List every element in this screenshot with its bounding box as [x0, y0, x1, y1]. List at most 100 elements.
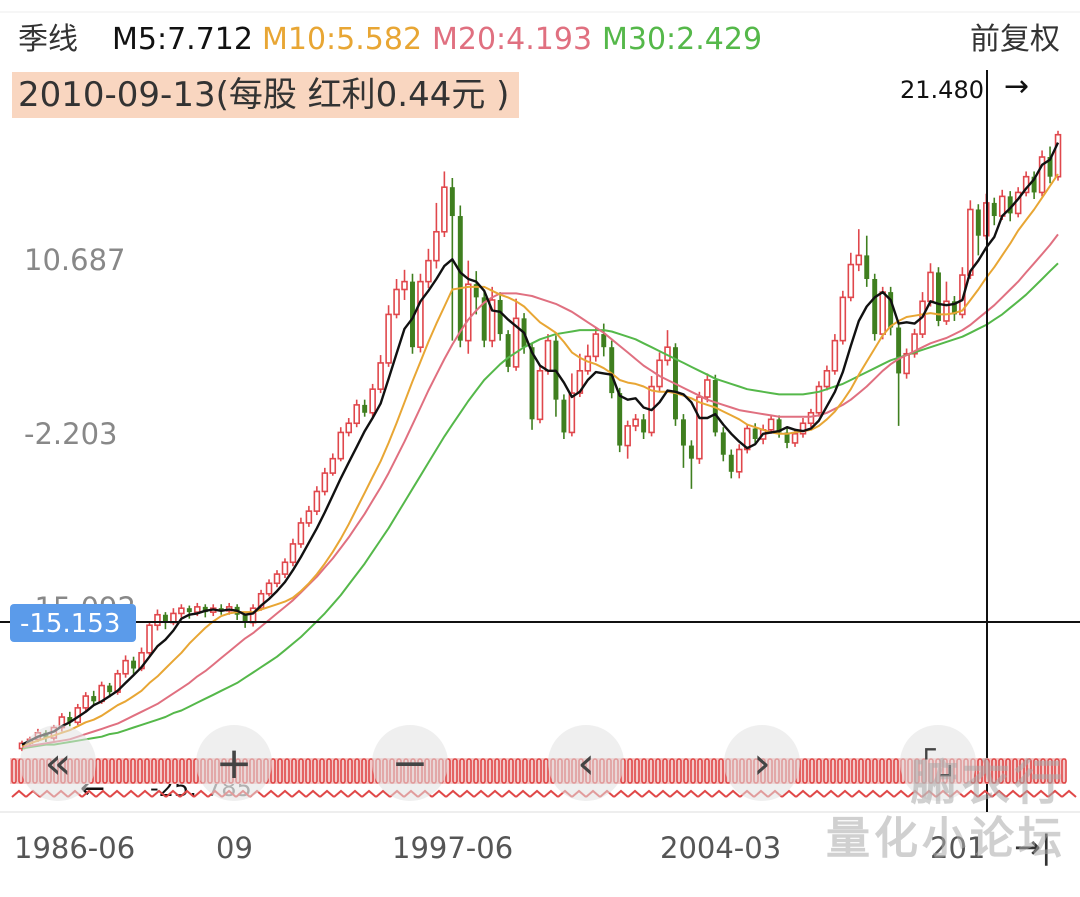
- scroll-band-zigzag: [277, 789, 293, 798]
- scroll-band-zigzag: [725, 789, 741, 798]
- scroll-band-zigzag: [669, 789, 685, 798]
- y-tick-label: -2.203: [24, 417, 118, 451]
- candle-up: [704, 379, 711, 398]
- candle-up: [624, 425, 631, 447]
- candle-up: [488, 299, 496, 342]
- scroll-right-button[interactable]: ›: [724, 725, 800, 801]
- scroll-band-zigzag: [81, 789, 97, 798]
- candle-up: [345, 422, 353, 434]
- zoom-in-button[interactable]: +: [196, 725, 272, 801]
- candle-down: [1031, 176, 1037, 193]
- chart-header: 季线 M5:7.712 M10:5.582 M20:4.193 M30:2.42…: [0, 0, 1080, 70]
- scroll-band-tick: [676, 758, 682, 784]
- candle-up: [831, 339, 839, 372]
- scroll-band-zigzag: [193, 789, 209, 798]
- scroll-left-fast-button[interactable]: «: [20, 725, 96, 801]
- scroll-band-tick: [95, 758, 101, 784]
- price-markers: 21.480 → ← -25. 785: [80, 69, 1029, 806]
- candle-down: [951, 301, 957, 315]
- scroll-band-tick: [718, 758, 724, 784]
- scroll-band-tick: [172, 758, 178, 784]
- scroll-band-zigzag: [487, 789, 503, 798]
- candle-down: [107, 685, 113, 693]
- candle-down: [91, 696, 97, 702]
- scroll-band-zigzag: [515, 789, 531, 798]
- scroll-band-tick: [452, 758, 458, 784]
- scroll-band-tick: [872, 758, 878, 784]
- candle-down: [529, 347, 535, 420]
- candle-up: [544, 339, 552, 372]
- scroll-band-zigzag: [1033, 789, 1049, 798]
- scroll-left-button[interactable]: ‹: [548, 725, 624, 801]
- scroll-band-tick: [284, 758, 290, 784]
- candle-up: [369, 388, 376, 414]
- candle-down: [991, 202, 997, 217]
- scroll-band-tick: [886, 758, 892, 784]
- x-tick-label: 1997-06: [392, 831, 513, 865]
- candle-up: [313, 490, 321, 512]
- candle-up: [743, 427, 751, 451]
- scroll-band-tick: [984, 758, 990, 784]
- selected-date-label: 2010-09-13(每股 红利0.44元 ): [12, 72, 520, 118]
- scroll-band-tick: [802, 758, 808, 784]
- candle-down: [641, 419, 647, 433]
- candle-up: [791, 432, 799, 444]
- scroll-band-tick: [102, 758, 108, 784]
- scroll-band-zigzag: [11, 789, 27, 798]
- candle-up: [425, 259, 432, 283]
- scroll-band-tick: [893, 758, 899, 784]
- scroll-band-tick: [998, 758, 1004, 784]
- scroll-band-tick: [130, 758, 136, 784]
- scroll-band-tick: [522, 758, 528, 784]
- scroll-band-zigzag: [431, 789, 447, 798]
- candle-up: [154, 613, 161, 627]
- scroll-band-zigzag: [151, 789, 167, 798]
- candle-down: [473, 284, 479, 298]
- scroll-band-tick: [1047, 758, 1053, 784]
- scroll-band-tick: [662, 758, 668, 784]
- scroll-band-zigzag: [893, 789, 909, 798]
- candle-down: [202, 606, 208, 613]
- candle-up: [385, 313, 392, 364]
- scroll-band-tick: [473, 758, 479, 784]
- candle-down: [481, 297, 487, 341]
- scroll-band-zigzag: [711, 789, 727, 798]
- candle-down: [688, 445, 694, 459]
- scroll-band-zigzag: [963, 789, 979, 798]
- y-tick-label: 10.687: [24, 243, 125, 277]
- price-adjust-toggle[interactable]: 前复权: [970, 22, 1060, 57]
- candle-up: [799, 422, 807, 435]
- jump-to-latest-icon[interactable]: →|: [1014, 828, 1052, 866]
- candle-up: [273, 573, 281, 585]
- scroll-band-tick: [319, 758, 325, 784]
- candle-up: [321, 472, 329, 493]
- scroll-band-tick: [1061, 758, 1067, 784]
- scroll-band-zigzag: [683, 789, 699, 798]
- scroll-band-tick: [347, 758, 353, 784]
- candle-up: [377, 362, 384, 390]
- x-tick-label: 2004-03: [660, 831, 781, 865]
- candle-down: [497, 299, 503, 335]
- period-label[interactable]: 季线: [18, 22, 78, 57]
- scroll-band-zigzag: [501, 789, 517, 798]
- candle-down: [218, 608, 224, 611]
- fullscreen-button[interactable]: ⌜⌟: [900, 725, 976, 801]
- candle-up: [943, 300, 950, 322]
- max-price-arrow: →: [1004, 69, 1029, 104]
- watermark-line1: 腑衣行: [909, 755, 1066, 811]
- ma20-legend: M20:4.193: [432, 22, 593, 57]
- scroll-band-tick: [515, 758, 521, 784]
- scroll-band-tick: [536, 758, 542, 784]
- candle-up: [82, 695, 90, 709]
- candle-down: [864, 255, 870, 279]
- crosshair: -15.153: [0, 70, 1080, 812]
- scroll-band-background: [10, 758, 1066, 784]
- scroll-band-tick: [1005, 758, 1011, 784]
- scroll-band-tick: [333, 758, 339, 784]
- scroll-band-tick: [312, 758, 318, 784]
- scroll-band-zigzag: [823, 789, 839, 798]
- scroll-band-zigzag: [1061, 789, 1077, 798]
- zoom-out-button[interactable]: −: [372, 725, 448, 801]
- scroll-band-tick: [690, 758, 696, 784]
- scroll-band-tick: [123, 758, 129, 784]
